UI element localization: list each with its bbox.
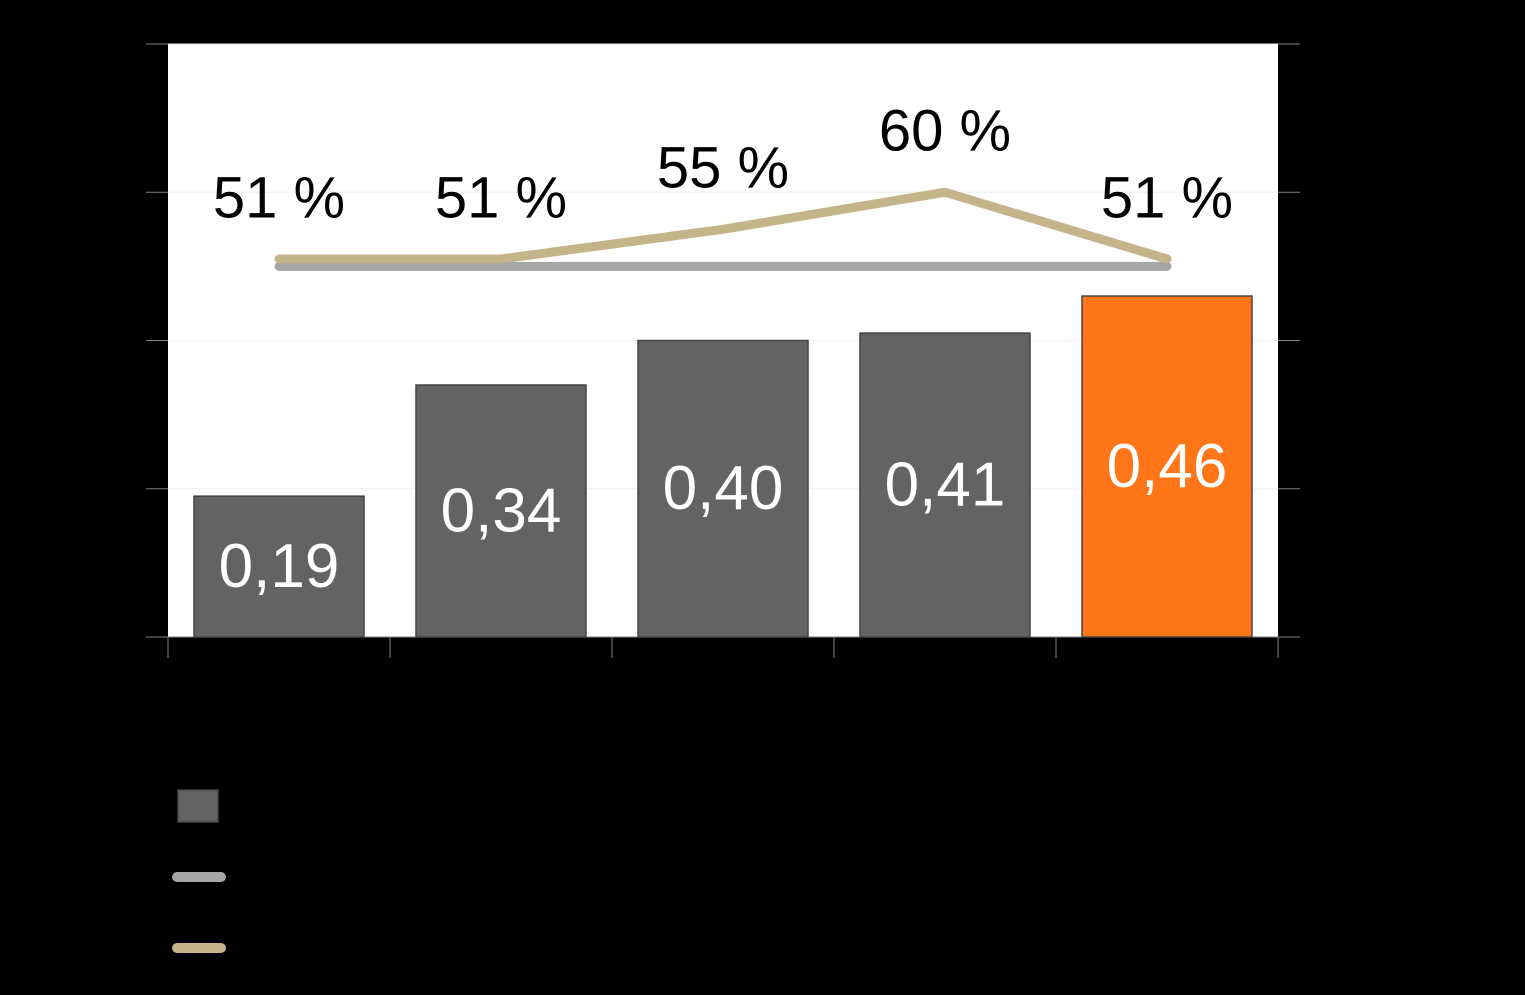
legend-swatch [177, 789, 219, 823]
bar-value-label: 0,34 [441, 476, 562, 545]
bar [859, 332, 1031, 638]
bar [637, 339, 809, 638]
bar-value-label: 0,46 [1107, 432, 1228, 501]
bar [193, 495, 365, 638]
line-series [274, 187, 1172, 264]
bar [1081, 295, 1253, 638]
line-value-label: 51 % [435, 165, 567, 230]
bar-value-label: 0,40 [663, 454, 784, 523]
line-value-label: 60 % [879, 99, 1011, 164]
line-value-label: 51 % [1101, 165, 1233, 230]
bar [415, 384, 587, 638]
line-value-label: 55 % [657, 136, 789, 201]
bar-value-label: 0,41 [885, 450, 1006, 519]
bar-value-label: 0,19 [219, 532, 340, 601]
line-value-label: 51 % [213, 165, 345, 230]
